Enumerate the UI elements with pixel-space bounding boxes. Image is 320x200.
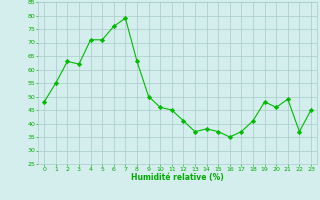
X-axis label: Humidité relative (%): Humidité relative (%) xyxy=(131,173,224,182)
